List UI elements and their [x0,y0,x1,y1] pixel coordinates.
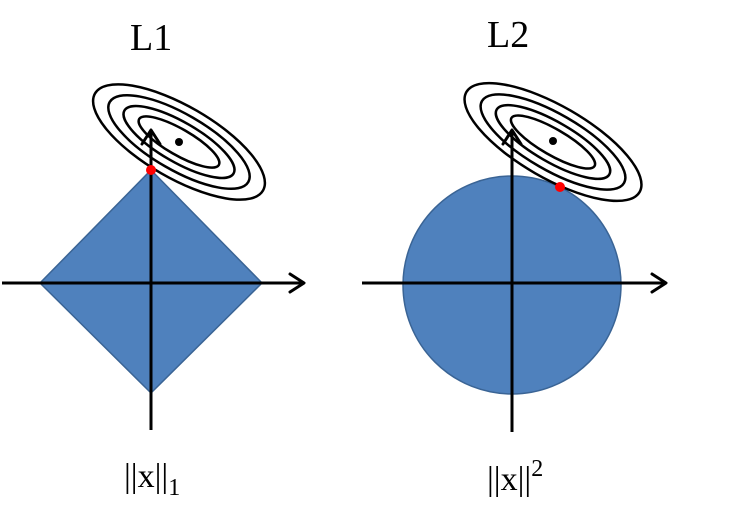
l2-norm-label: ||x||2 [487,456,543,498]
l2-title: L2 [487,14,529,56]
l1-contour-2 [107,93,251,191]
l2-y-axis-arrow [501,128,523,146]
l2-contours [463,81,643,203]
l2-contour-3 [494,103,612,181]
l2-panel: L2 ||x||2 [362,14,668,498]
l2-contour-1 [463,81,643,203]
l1-contour-1 [91,83,267,201]
l1-tangent-point [146,165,156,175]
l1-y-axis-arrow [140,128,162,146]
l2-tangent-point [555,182,565,192]
l2-contour-4 [509,114,597,170]
l1-optimum-point [175,138,183,146]
l1-title: L1 [130,17,172,59]
l2-x-axis-arrow [650,272,668,294]
l1-contours [91,83,267,201]
l1-panel: L1 ||x||1 [2,17,306,501]
l1-norm-base: ||x|| [124,458,168,495]
l2-optimum-point [549,137,557,145]
l1-contour-4 [137,115,221,169]
l1-norm-label: ||x||1 [124,458,180,501]
l1-x-axis-arrow [288,272,306,294]
l2-norm-superscript: 2 [531,456,543,482]
l1-norm-subscript: 1 [168,475,180,501]
l2-norm-base: ||x|| [487,461,531,498]
l2-contour-2 [479,93,627,191]
